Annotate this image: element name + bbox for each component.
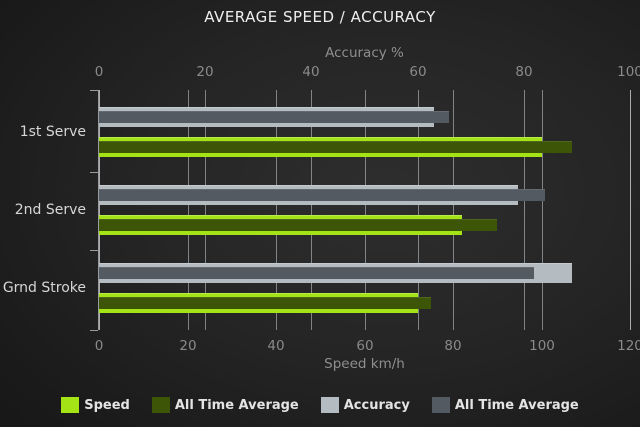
bar-accuracy-alltime-0: [99, 111, 449, 123]
legend-label-accuracy: Accuracy: [343, 397, 410, 413]
legend-item-accuracy: Accuracy: [320, 397, 410, 413]
y-axis-tick: [90, 172, 98, 173]
category-label-grnd-stroke: Grnd Stroke: [2, 280, 86, 296]
legend-label-speed: Speed: [84, 397, 130, 413]
legend: Speed All Time Average Accuracy All Time…: [0, 397, 640, 413]
bottom-gridline-20: [188, 90, 189, 330]
legend-swatch-accuracy-alltime: [431, 397, 450, 413]
bar-accuracy-alltime-2: [99, 267, 534, 279]
legend-item-speed: Speed: [61, 397, 130, 413]
top-tick-label-100: 100: [617, 64, 640, 80]
bottom-tick-label-40: 40: [267, 338, 285, 354]
top-tick-label-40: 40: [302, 64, 320, 80]
bottom-tick-label-80: 80: [444, 338, 462, 354]
bottom-axis-title: Speed km/h: [324, 356, 405, 372]
top-tick-label-60: 60: [409, 64, 427, 80]
bottom-gridline-120: [630, 90, 631, 330]
top-gridline-80: [524, 90, 525, 330]
bottom-axis-tick-row: 0 20 40 60 80 100 120: [95, 338, 640, 354]
bar-speed-alltime-1: [99, 219, 497, 231]
top-tick-label-20: 20: [196, 64, 214, 80]
chart-title: AVERAGE SPEED / ACCURACY: [204, 8, 436, 26]
top-gridline-60: [418, 90, 419, 330]
legend-item-accuracy-alltime: All Time Average: [431, 397, 579, 413]
bottom-tick-label-60: 60: [356, 338, 374, 354]
y-axis-tick: [90, 90, 98, 91]
y-axis-tick: [90, 330, 98, 331]
y-axis-line: [98, 90, 99, 330]
legend-item-speed-alltime: All Time Average: [151, 397, 299, 413]
top-tick-label-0: 0: [94, 64, 104, 80]
category-label-2nd-serve: 2nd Serve: [14, 202, 86, 218]
category-label-1st-serve: 1st Serve: [19, 124, 86, 140]
bottom-gridline-60: [365, 90, 366, 330]
legend-label-accuracy-alltime: All Time Average: [454, 397, 579, 413]
bottom-gridline-100: [542, 90, 543, 330]
bottom-tick-label-20: 20: [179, 338, 197, 354]
bottom-gridline-0: [99, 90, 100, 330]
legend-swatch-speed: [61, 397, 80, 413]
plot-area: [90, 90, 631, 331]
bar-speed-alltime-0: [99, 141, 572, 153]
legend-swatch-speed-alltime: [151, 397, 170, 413]
bottom-tick-label-120: 120: [617, 338, 640, 354]
top-gridline-40: [311, 90, 312, 330]
bar-accuracy-alltime-1: [99, 189, 545, 201]
legend-label-speed-alltime: All Time Average: [174, 397, 299, 413]
y-axis-tick: [90, 250, 98, 251]
bottom-gridline-40: [276, 90, 277, 330]
top-axis-title: Accuracy %: [325, 45, 404, 61]
bottom-tick-label-0: 0: [94, 338, 104, 354]
bottom-tick-label-100: 100: [529, 338, 555, 354]
bottom-gridline-80: [453, 90, 454, 330]
legend-swatch-accuracy: [320, 397, 339, 413]
top-gridline-20: [205, 90, 206, 330]
top-axis-tick-row: 0 20 40 60 80 100: [95, 64, 640, 80]
top-tick-label-80: 80: [515, 64, 533, 80]
bar-speed-alltime-2: [99, 297, 431, 309]
